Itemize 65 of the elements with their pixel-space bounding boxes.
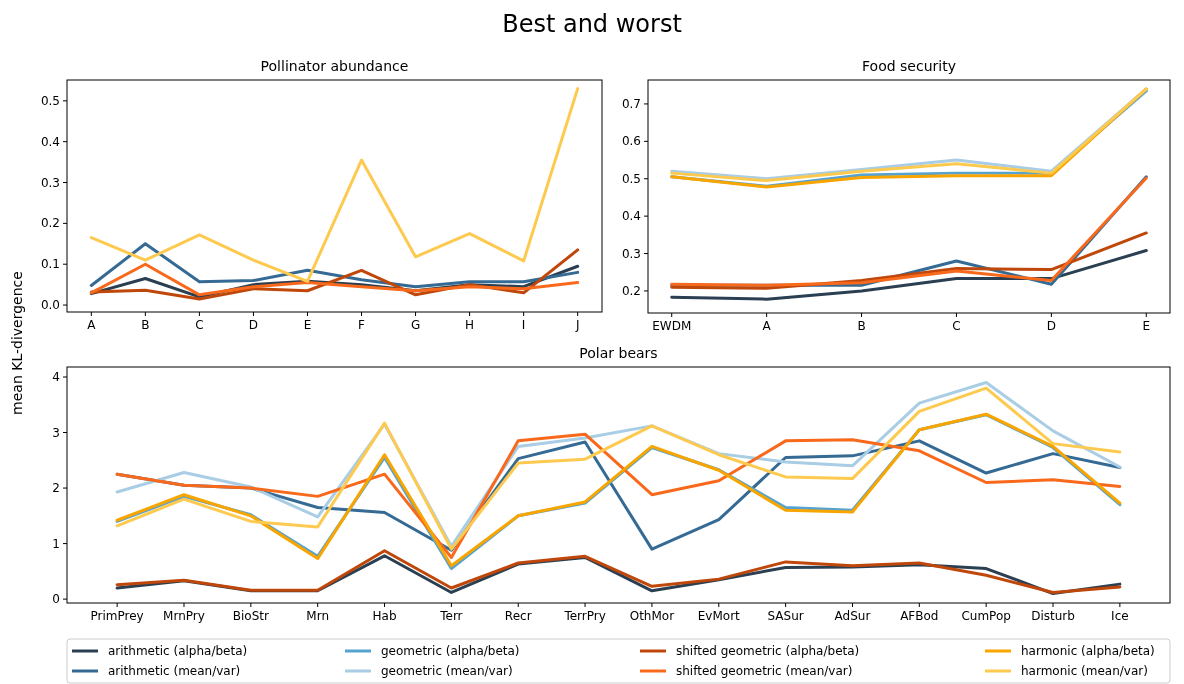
x-tick-label: AdSur — [834, 609, 871, 623]
x-tick-label: D — [1046, 319, 1056, 333]
y-tick-label: 3 — [52, 425, 60, 440]
legend-label: harmonic (alpha/beta) — [1021, 644, 1155, 658]
y-tick-label: 2 — [52, 481, 60, 496]
y-tick-label: 0.6 — [621, 134, 641, 149]
y-tick-label: 0.0 — [40, 298, 60, 313]
x-tick-label: J — [574, 318, 580, 332]
chart-title: Food security — [862, 58, 956, 74]
x-tick-label: B — [141, 318, 150, 332]
x-tick-label: A — [87, 318, 97, 332]
legend-label: geometric (mean/var) — [381, 664, 513, 678]
y-tick-label: 0.2 — [40, 216, 60, 231]
y-tick-label: 0.4 — [621, 209, 641, 224]
x-tick-label: Recr — [504, 609, 532, 623]
y-axis-title: mean KL-divergence — [9, 271, 25, 415]
x-tick-label: PrimPrey — [90, 609, 144, 623]
y-tick-label: 0.3 — [40, 175, 60, 190]
x-tick-label: Mrn — [306, 609, 330, 623]
line-series — [89, 242, 580, 289]
x-tick-label: SASur — [767, 609, 804, 623]
legend-label: shifted geometric (alpha/beta) — [676, 644, 860, 658]
x-tick-label: OthMor — [629, 609, 675, 623]
x-tick-label: EvMort — [697, 609, 741, 623]
chart-title: Polar bears — [579, 345, 658, 361]
x-tick-label: H — [465, 318, 475, 332]
x-tick-label: TerrPry — [563, 609, 606, 623]
x-tick-label: E — [1142, 319, 1151, 333]
x-tick-label: C — [195, 318, 204, 332]
y-tick-label: 0.5 — [621, 171, 641, 186]
legend-label: harmonic (mean/var) — [1021, 664, 1148, 678]
x-tick-label: CumPop — [961, 609, 1011, 623]
y-tick-label: 0.4 — [40, 134, 60, 149]
y-tick-label: 0.3 — [621, 246, 641, 261]
x-tick-label: A — [762, 319, 772, 333]
x-tick-label: E — [303, 318, 312, 332]
chart-title: Pollinator abundance — [260, 58, 409, 74]
x-tick-label: Ice — [1111, 609, 1129, 623]
x-tick-label: D — [248, 318, 259, 332]
y-tick-label: 4 — [52, 370, 60, 384]
x-tick-label: I — [521, 318, 526, 332]
y-tick-label: 1 — [52, 536, 60, 551]
legend-label: arithmetic (mean/var) — [108, 664, 241, 678]
text: Best and worst — [502, 10, 682, 38]
x-tick-label: BioStr — [232, 609, 269, 623]
x-tick-label: EWDM — [652, 319, 692, 333]
x-tick-label: B — [857, 319, 866, 333]
x-tick-label: C — [952, 319, 961, 333]
y-tick-label: 0.7 — [621, 96, 641, 111]
line-series — [89, 87, 580, 283]
x-tick-label: Terr — [439, 609, 463, 623]
x-tick-label: MrnPry — [163, 609, 205, 623]
x-tick-label: Disturb — [1031, 609, 1075, 623]
y-tick-label: 0 — [52, 592, 60, 607]
x-tick-label: AFBod — [900, 609, 939, 623]
y-tick-label: 0.1 — [40, 257, 60, 272]
x-tick-label: G — [410, 318, 421, 332]
legend-label: arithmetic (alpha/beta) — [108, 644, 248, 658]
legend-label: geometric (alpha/beta) — [381, 644, 520, 658]
legend-label: shifted geometric (mean/var) — [676, 664, 853, 678]
y-tick-label: 0.2 — [621, 283, 641, 298]
y-tick-label: 0.5 — [40, 93, 60, 108]
x-tick-label: Hab — [372, 609, 397, 623]
line-series — [670, 249, 1148, 301]
x-tick-label: F — [358, 318, 366, 332]
